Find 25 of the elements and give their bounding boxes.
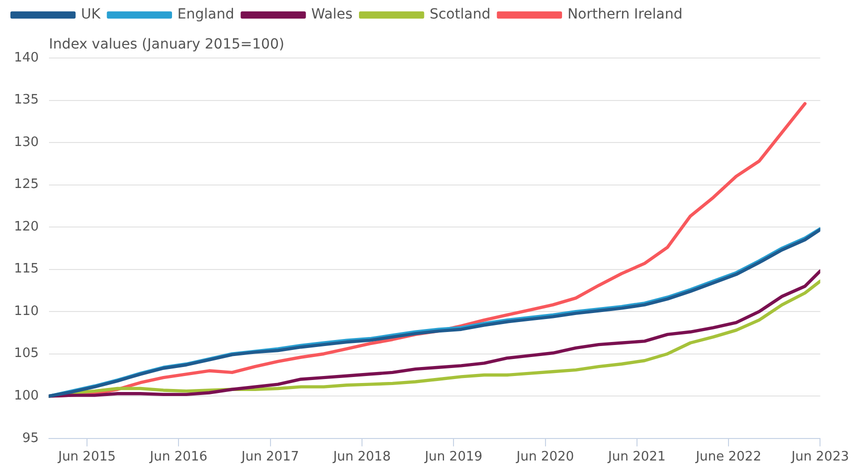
legend-label: Scotland bbox=[430, 6, 490, 23]
x-tick-label: Jun 2020 bbox=[516, 450, 574, 465]
x-tick-label: Jun 2016 bbox=[148, 450, 208, 465]
x-tick-label: Jun 2021 bbox=[607, 450, 666, 465]
legend-label: Northern Ireland bbox=[567, 6, 682, 23]
y-tick-label: 110 bbox=[14, 304, 39, 319]
x-tick-label: Jun 2015 bbox=[57, 450, 116, 465]
y-tick-label: 100 bbox=[14, 388, 39, 404]
y-axis-title: Index values (January 2015=100) bbox=[48, 36, 284, 53]
y-tick-label: 125 bbox=[14, 177, 39, 192]
y-tick-label: 105 bbox=[14, 346, 39, 362]
y-tick-label: 95 bbox=[22, 430, 39, 446]
y-tick-label: 135 bbox=[14, 92, 39, 108]
y-tick-label: 115 bbox=[14, 262, 39, 277]
x-tick-label: June 2022 bbox=[694, 450, 762, 465]
x-tick-label: Jun 2018 bbox=[332, 450, 391, 465]
x-tick-label: Jun 2023 bbox=[790, 450, 849, 465]
y-tick-label: 120 bbox=[14, 219, 39, 234]
legend-label: Wales bbox=[311, 6, 353, 23]
legend-label: England bbox=[177, 6, 234, 23]
legend-label: UK bbox=[81, 6, 102, 23]
x-tick-label: Jun 2019 bbox=[424, 450, 482, 465]
y-tick-label: 140 bbox=[14, 50, 39, 66]
x-tick-label: Jun 2017 bbox=[240, 450, 300, 465]
y-tick-label: 130 bbox=[14, 134, 39, 150]
